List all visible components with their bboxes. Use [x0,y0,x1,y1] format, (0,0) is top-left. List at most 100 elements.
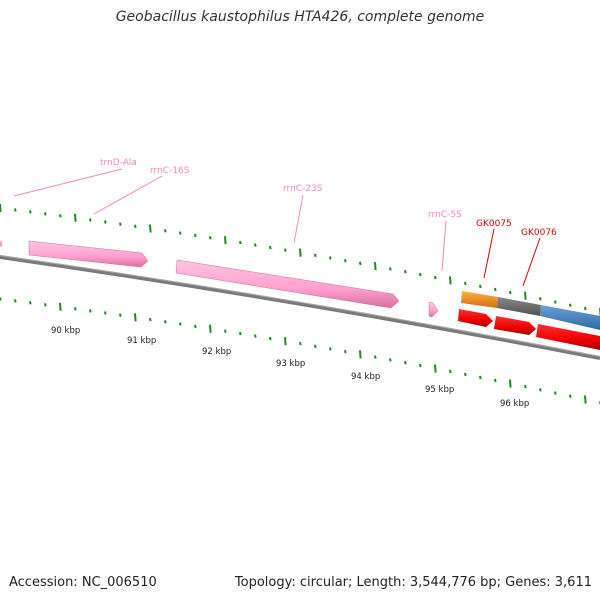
major-tick [359,350,362,359]
minor-tick [539,297,542,301]
minor-tick [404,270,407,274]
minor-tick [329,347,332,351]
upper-tick-track [0,203,600,316]
minor-tick [314,344,317,349]
minor-tick [179,231,182,235]
minor-tick [104,311,107,315]
minor-tick [584,306,587,311]
leader-line-GK0075 [483,228,495,279]
minor-tick [254,334,257,338]
minor-tick [239,240,242,245]
major-tick [509,379,512,388]
gene-GK0075[interactable] [458,309,493,327]
minor-tick [119,222,122,226]
label-rrnC-16S: rrnC-16S [150,166,190,176]
minor-tick [14,208,17,212]
orange-block[interactable] [461,291,498,308]
minor-tick [479,284,482,289]
leader-line-trnD-Ala [13,168,123,197]
minor-tick [29,210,32,214]
minor-tick [374,355,377,359]
minor-tick [269,336,272,341]
minor-tick [494,287,497,292]
minor-tick [344,258,347,263]
major-tick [74,213,77,222]
leader-line-rrnC-23S [293,194,304,244]
major-tick [524,291,527,300]
minor-tick [224,329,227,333]
gene-arrows [458,309,600,350]
minor-tick [29,301,32,305]
minor-tick [314,253,317,258]
minor-tick [554,300,557,304]
kbp-label: 92 kbp [202,347,231,357]
minor-tick [149,317,152,322]
genome-backbone-highlight [0,255,600,357]
major-tick [209,324,212,333]
genome-backbone [0,255,600,360]
minor-tick [164,229,167,233]
blue-block[interactable] [540,305,600,330]
minor-tick [389,358,392,362]
feature-rrnC-5S[interactable] [428,301,439,318]
minor-tick [554,391,557,395]
minor-tick [119,313,122,317]
gene-next[interactable] [536,324,600,350]
gray-block[interactable] [497,297,541,316]
minor-tick [89,218,92,222]
minor-tick [284,248,287,252]
label-GK0075: GK0075 [476,219,512,229]
minor-tick [0,297,2,301]
leader-line-GK0076 [522,237,541,287]
major-tick [59,302,62,311]
label-rrnC-5S: rrnC-5S [428,210,462,220]
minor-tick [269,245,272,250]
leader-line-rrnC-16S [93,175,163,215]
minor-tick [434,275,437,280]
label-rrnC-23S: rrnC-23S [283,184,323,194]
major-tick [584,395,587,404]
major-tick [0,203,2,213]
minor-tick [509,290,512,295]
major-tick [224,236,227,245]
minor-tick [449,369,452,374]
minor-tick [89,309,92,313]
lower-tick-track [0,297,600,405]
feature-labels: trnD-Ala rrnC-16S rrnC-23S rrnC-5S GK007… [13,158,557,287]
minor-tick [194,233,197,238]
kbp-label: 91 kbp [127,336,156,346]
kbp-label: 96 kbp [500,399,529,409]
kbp-labels: 90 kbp 91 kbp 92 kbp 93 kbp 94 kbp 95 kb… [51,326,529,409]
minor-tick [74,307,77,311]
genome-summary-label: Topology: circular; Length: 3,544,776 bp… [234,575,592,590]
kbp-label: 93 kbp [276,359,305,369]
minor-tick [419,272,422,277]
minor-tick [209,236,212,240]
minor-tick [569,303,572,307]
feature-trnD-Ala[interactable] [0,239,2,248]
kbp-label: 94 kbp [351,372,380,382]
gene-GK0076[interactable] [494,316,536,335]
minor-tick [359,261,362,266]
major-tick [134,313,137,322]
major-tick [149,224,152,233]
kbp-label: 95 kbp [425,385,454,395]
feature-rrnC-16S[interactable] [28,240,149,268]
minor-tick [59,214,62,218]
minor-tick [44,303,47,307]
minor-tick [194,324,197,329]
leader-line-rrnC-5S [441,220,447,272]
label-trnD-Ala: trnD-Ala [100,158,137,168]
feature-rrnC-23S[interactable] [175,259,400,309]
kbp-label: 90 kbp [51,326,80,336]
minor-tick [404,361,407,365]
page-title: Geobacillus kaustophilus HTA426, complet… [115,9,485,25]
minor-tick [464,372,467,377]
minor-tick [539,388,542,392]
minor-tick [464,281,467,286]
major-tick [374,262,377,271]
minor-tick [494,378,497,383]
minor-tick [299,342,302,346]
minor-tick [104,220,107,224]
